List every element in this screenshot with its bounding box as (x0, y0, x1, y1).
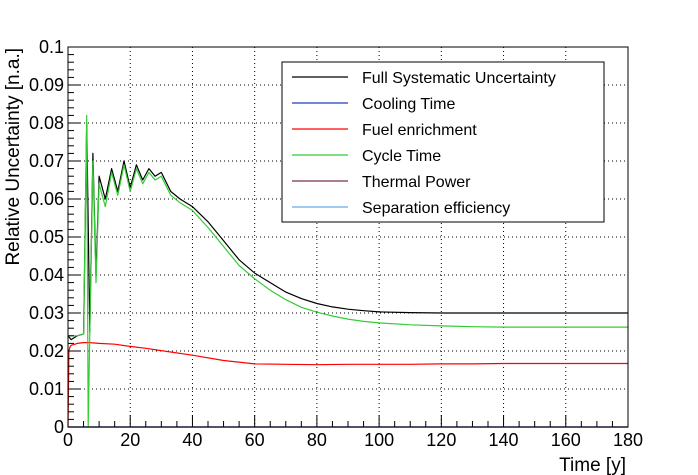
legend-box (281, 61, 605, 223)
x-tick-label: 60 (245, 430, 265, 450)
legend-label: Fuel enrichment (362, 122, 477, 139)
y-tick-label: 0.03 (29, 303, 64, 323)
y-tick-label: 0.1 (39, 37, 64, 57)
y-tick-label: 0 (54, 417, 64, 437)
x-tick-label: 180 (613, 430, 643, 450)
y-tick-label: 0.01 (29, 379, 64, 399)
x-tick-label: 40 (182, 430, 202, 450)
y-tick-label: 0.06 (29, 189, 64, 209)
x-tick-label: 160 (551, 430, 581, 450)
legend-label: Separation efficiency (362, 200, 510, 217)
y-tick-label: 0.02 (29, 341, 64, 361)
series-line (67, 342, 628, 428)
x-tick-label: 140 (489, 430, 519, 450)
y-tick-label: 0.08 (29, 113, 64, 133)
ticks (67, 46, 629, 428)
x-axis-label: Time [y] (559, 455, 626, 475)
legend-label: Thermal Power (362, 174, 471, 191)
y-tick-label: 0.07 (29, 151, 64, 171)
y-tick-label: 0.05 (29, 227, 64, 247)
x-tick-label: 20 (120, 430, 140, 450)
x-tick-label: 120 (426, 430, 456, 450)
legend: Full Systematic Uncertainty Cooling Time F… (281, 61, 605, 223)
legend-label: Full Systematic Uncertainty (362, 70, 556, 87)
y-tick-label: 0.09 (29, 75, 64, 95)
x-tick-label: 100 (364, 430, 394, 450)
x-tick-label: 0 (63, 430, 73, 450)
legend-label: Cooling Time (362, 96, 455, 113)
y-axis-label: Relative Uncertainty [n.a.] (3, 48, 24, 266)
tick-labels: 0 20 40 60 80 100 120 140 160 180 0 0.01 0.02 0.03 0.0… (29, 37, 643, 450)
y-tick-label: 0.04 (29, 265, 64, 285)
series-line (68, 114, 628, 428)
x-tick-label: 80 (307, 430, 327, 450)
legend-label: Cycle Time (362, 148, 441, 165)
